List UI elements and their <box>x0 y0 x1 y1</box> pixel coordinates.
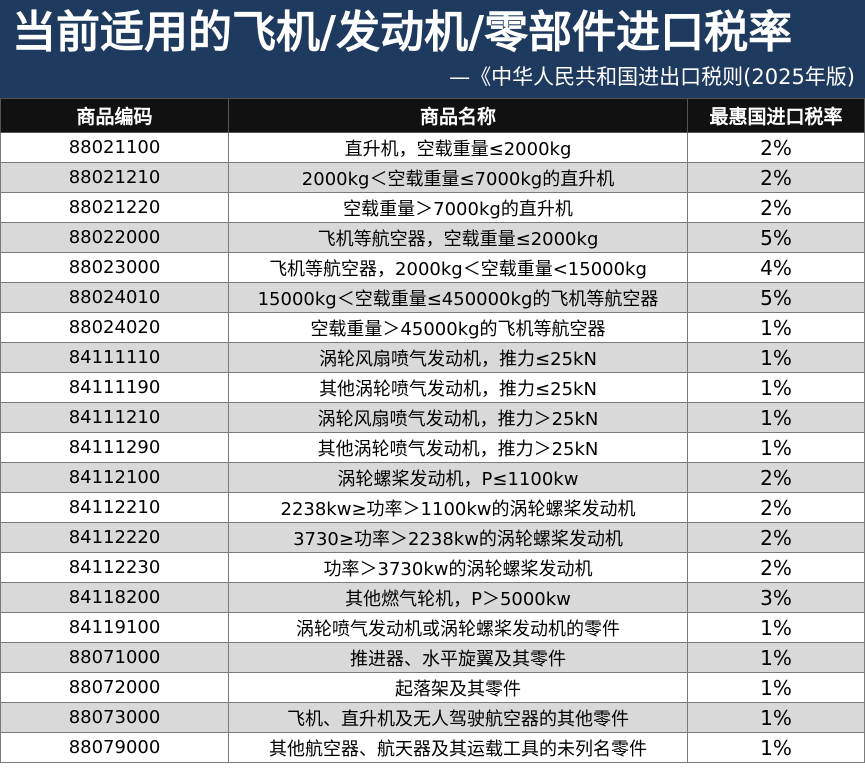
table-row: 84119100 涡轮喷气发动机或涡轮螺桨发动机的零件 1% <box>0 612 865 643</box>
cell-rate: 4% <box>687 252 865 283</box>
table-row: 88021210 2000kg＜空载重量≤7000kg的直升机 2% <box>0 162 865 193</box>
table-row: 84112220 3730≥功率＞2238kw的涡轮螺桨发动机 2% <box>0 522 865 553</box>
table-row: 84112230 功率＞3730kw的涡轮螺桨发动机 2% <box>0 552 865 583</box>
table-row: 88072000 起落架及其零件 1% <box>0 672 865 703</box>
table-row: 88079000 其他航空器、航天器及其运载工具的未列名零件 1% <box>0 732 865 763</box>
table-row: 84112100 涡轮螺桨发动机，P≤1100kw 2% <box>0 462 865 493</box>
cell-code: 84112220 <box>0 522 229 553</box>
cell-code: 84111190 <box>0 372 229 403</box>
page-title: 当前适用的飞机/发动机/零部件进口税率 <box>12 7 793 58</box>
cell-rate: 2% <box>687 552 865 583</box>
cell-rate: 1% <box>687 372 865 403</box>
table-row: 84111190 其他涡轮喷气发动机，推力≤25kN 1% <box>0 372 865 403</box>
cell-code: 88072000 <box>0 672 229 703</box>
cell-rate: 1% <box>687 342 865 373</box>
cell-rate: 2% <box>687 462 865 493</box>
table-row: 88022000 飞机等航空器，空载重量≤2000kg 5% <box>0 222 865 253</box>
cell-name: 飞机、直升机及无人驾驶航空器的其他零件 <box>228 702 688 733</box>
cell-code: 88023000 <box>0 252 229 283</box>
column-header-name: 商品名称 <box>228 98 688 133</box>
cell-name: 涡轮喷气发动机或涡轮螺桨发动机的零件 <box>228 612 688 643</box>
cell-code: 84112100 <box>0 462 229 493</box>
cell-name: 飞机等航空器，2000kg＜空载重量<15000kg <box>228 252 688 283</box>
table-body: 88021100 直升机，空载重量≤2000kg 2% 88021210 2000kg＜… <box>0 132 865 763</box>
cell-code: 88024010 <box>0 282 229 313</box>
cell-code: 84119100 <box>0 612 229 643</box>
cell-name: 起落架及其零件 <box>228 672 688 703</box>
cell-name: 2238kw≥功率＞1100kw的涡轮螺桨发动机 <box>228 492 688 523</box>
cell-code: 84118200 <box>0 582 229 613</box>
cell-name: 2000kg＜空载重量≤7000kg的直升机 <box>228 162 688 193</box>
table-row: 84111290 其他涡轮喷气发动机，推力＞25kN 1% <box>0 432 865 463</box>
cell-rate: 1% <box>687 312 865 343</box>
cell-code: 88021210 <box>0 162 229 193</box>
cell-rate: 1% <box>687 702 865 733</box>
table-row: 84112210 2238kw≥功率＞1100kw的涡轮螺桨发动机 2% <box>0 492 865 523</box>
cell-rate: 1% <box>687 642 865 673</box>
cell-name: 涡轮风扇喷气发动机，推力＞25kN <box>228 402 688 433</box>
cell-code: 84111290 <box>0 432 229 463</box>
title-banner: 当前适用的飞机/发动机/零部件进口税率 —《中华人民共和国进出口税则(2025年… <box>0 0 865 98</box>
table-row: 88024010 15000kg＜空载重量≤450000kg的飞机等航空器 5% <box>0 282 865 313</box>
cell-code: 84111210 <box>0 402 229 433</box>
table-row: 88023000 飞机等航空器，2000kg＜空载重量<15000kg 4% <box>0 252 865 283</box>
cell-name: 其他航空器、航天器及其运载工具的未列名零件 <box>228 732 688 763</box>
cell-name: 3730≥功率＞2238kw的涡轮螺桨发动机 <box>228 522 688 553</box>
cell-name: 其他涡轮喷气发动机，推力≤25kN <box>228 372 688 403</box>
cell-name: 空载重量＞45000kg的飞机等航空器 <box>228 312 688 343</box>
table-row: 84111210 涡轮风扇喷气发动机，推力＞25kN 1% <box>0 402 865 433</box>
cell-rate: 1% <box>687 672 865 703</box>
cell-code: 84112230 <box>0 552 229 583</box>
cell-rate: 3% <box>687 582 865 613</box>
cell-code: 88021220 <box>0 192 229 223</box>
cell-code: 84111110 <box>0 342 229 373</box>
cell-name: 飞机等航空器，空载重量≤2000kg <box>228 222 688 253</box>
column-header-rate: 最惠国进口税率 <box>687 98 865 133</box>
table-row: 88024020 空载重量＞45000kg的飞机等航空器 1% <box>0 312 865 343</box>
cell-name: 涡轮风扇喷气发动机，推力≤25kN <box>228 342 688 373</box>
column-header-code: 商品编码 <box>0 98 229 133</box>
cell-name: 推进器、水平旋翼及其零件 <box>228 642 688 673</box>
cell-rate: 1% <box>687 432 865 463</box>
cell-code: 88079000 <box>0 732 229 763</box>
cell-rate: 2% <box>687 492 865 523</box>
cell-rate: 2% <box>687 192 865 223</box>
cell-rate: 5% <box>687 282 865 313</box>
cell-name: 功率＞3730kw的涡轮螺桨发动机 <box>228 552 688 583</box>
cell-rate: 2% <box>687 162 865 193</box>
source-subtitle: —《中华人民共和国进出口税则(2025年版) <box>449 65 855 89</box>
cell-code: 84112210 <box>0 492 229 523</box>
cell-rate: 2% <box>687 522 865 553</box>
cell-name: 15000kg＜空载重量≤450000kg的飞机等航空器 <box>228 282 688 313</box>
table-row: 88071000 推进器、水平旋翼及其零件 1% <box>0 642 865 673</box>
cell-code: 88073000 <box>0 702 229 733</box>
table-row: 88021100 直升机，空载重量≤2000kg 2% <box>0 132 865 163</box>
cell-name: 其他涡轮喷气发动机，推力＞25kN <box>228 432 688 463</box>
table-row: 84111110 涡轮风扇喷气发动机，推力≤25kN 1% <box>0 342 865 373</box>
cell-code: 88024020 <box>0 312 229 343</box>
cell-name: 其他燃气轮机，P＞5000kw <box>228 582 688 613</box>
cell-code: 88022000 <box>0 222 229 253</box>
cell-name: 空载重量＞7000kg的直升机 <box>228 192 688 223</box>
cell-name: 涡轮螺桨发动机，P≤1100kw <box>228 462 688 493</box>
cell-code: 88021100 <box>0 132 229 163</box>
cell-rate: 5% <box>687 222 865 253</box>
table-row: 88073000 飞机、直升机及无人驾驶航空器的其他零件 1% <box>0 702 865 733</box>
cell-rate: 1% <box>687 732 865 763</box>
tariff-table: 商品编码 商品名称 最惠国进口税率 88021100 直升机，空载重量≤2000k… <box>0 98 865 763</box>
cell-rate: 1% <box>687 612 865 643</box>
cell-rate: 2% <box>687 132 865 163</box>
table-row: 84118200 其他燃气轮机，P＞5000kw 3% <box>0 582 865 613</box>
cell-rate: 1% <box>687 402 865 433</box>
cell-code: 88071000 <box>0 642 229 673</box>
table-header-row: 商品编码 商品名称 最惠国进口税率 <box>0 98 865 133</box>
table-row: 88021220 空载重量＞7000kg的直升机 2% <box>0 192 865 223</box>
cell-name: 直升机，空载重量≤2000kg <box>228 132 688 163</box>
